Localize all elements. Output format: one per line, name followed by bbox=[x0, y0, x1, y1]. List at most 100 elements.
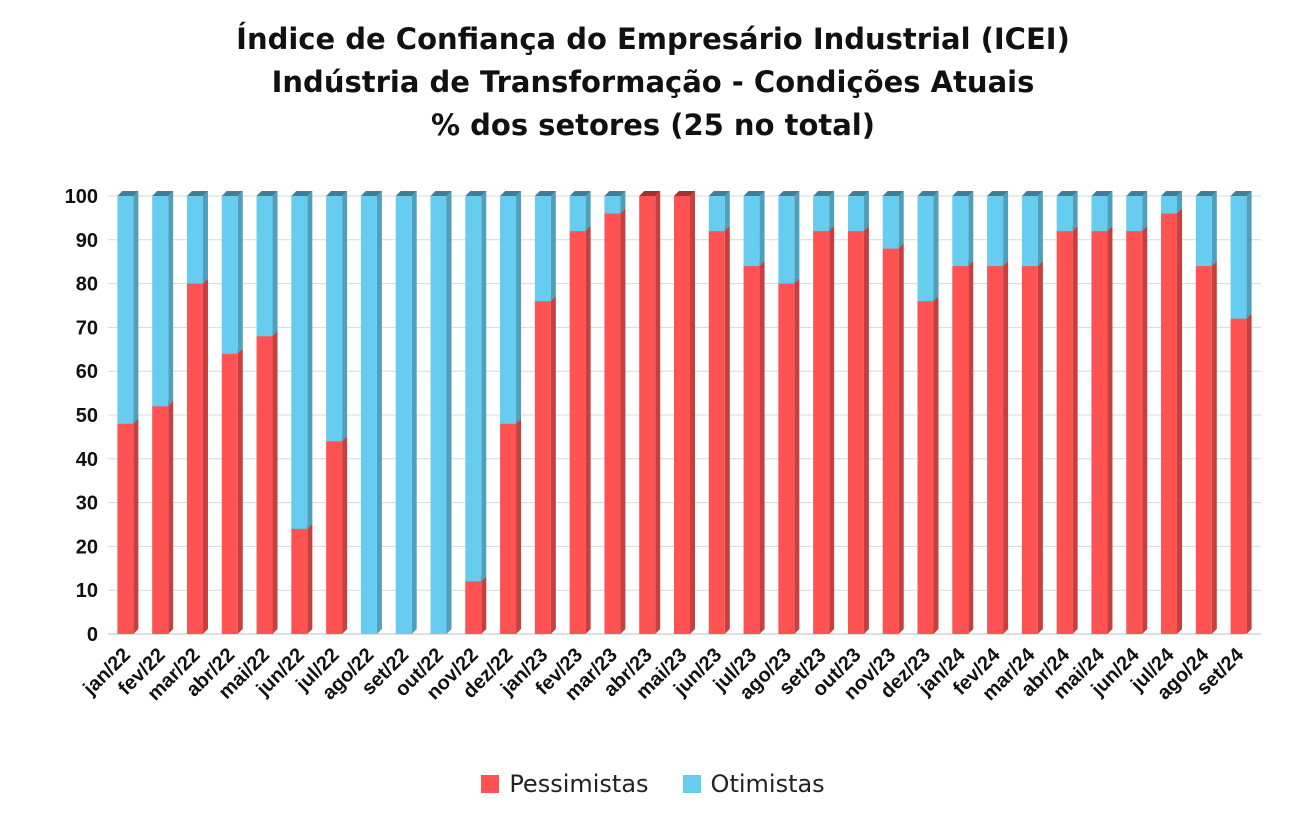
chart-title-line-1: Índice de Confiança do Empresário Indust… bbox=[236, 22, 1070, 56]
bar-pessimistas-21 bbox=[847, 231, 864, 635]
y-tick-label-70: 70 bbox=[76, 317, 98, 339]
bar-top-otimistas-31 bbox=[1195, 191, 1217, 196]
bar-pessimistas-3 bbox=[221, 353, 238, 634]
bar-pessimistas-16 bbox=[674, 196, 690, 634]
bar-top-otimistas-27 bbox=[1056, 191, 1078, 196]
y-tick-label-20: 20 bbox=[76, 536, 98, 558]
bar-otimistas-0 bbox=[117, 196, 134, 424]
bar-side-pessimistas-29 bbox=[1142, 226, 1148, 635]
bar-side-pessimistas-10 bbox=[481, 576, 487, 634]
bar-top-otimistas-23 bbox=[917, 191, 939, 196]
legend-label-pessimistas: Pessimistas bbox=[509, 770, 649, 798]
bar-side-pessimistas-21 bbox=[863, 226, 869, 635]
bar-otimistas-18 bbox=[743, 196, 760, 267]
bar-otimistas-11 bbox=[500, 196, 517, 424]
bar-side-otimistas-13 bbox=[585, 191, 591, 232]
bar-top-otimistas-22 bbox=[882, 191, 904, 196]
bar-top-otimistas-2 bbox=[186, 191, 208, 196]
bar-side-pessimistas-12 bbox=[550, 296, 556, 634]
bar-side-otimistas-20 bbox=[829, 191, 835, 232]
bar-side-otimistas-5 bbox=[307, 191, 313, 529]
bar-top-pessimistas-15 bbox=[639, 191, 661, 196]
bar-pessimistas-1 bbox=[152, 406, 169, 634]
bar-side-otimistas-31 bbox=[1211, 191, 1217, 267]
bar-side-otimistas-11 bbox=[516, 191, 522, 424]
legend-item-otimistas: Otimistas bbox=[682, 770, 825, 798]
bar-pessimistas-28 bbox=[1091, 231, 1108, 635]
bar-otimistas-9 bbox=[430, 196, 447, 634]
bar-side-otimistas-14 bbox=[620, 191, 626, 214]
legend: Pessimistas Otimistas bbox=[0, 770, 1306, 798]
bar-otimistas-22 bbox=[882, 196, 899, 249]
bar-top-otimistas-13 bbox=[569, 191, 591, 196]
chart-title-line-2: Indústria de Transformação - Condições A… bbox=[271, 65, 1035, 99]
bar-side-otimistas-25 bbox=[1003, 191, 1009, 267]
bar-otimistas-8 bbox=[395, 196, 412, 634]
bar-top-otimistas-10 bbox=[465, 191, 487, 196]
bar-otimistas-19 bbox=[778, 196, 795, 284]
bar-pessimistas-2 bbox=[186, 283, 203, 634]
y-tick-label-50: 50 bbox=[76, 405, 98, 427]
bar-pessimistas-22 bbox=[882, 248, 899, 634]
bar-pessimistas-12 bbox=[534, 301, 551, 634]
bar-otimistas-25 bbox=[987, 196, 1004, 267]
bar-pessimistas-0 bbox=[117, 423, 134, 634]
bar-otimistas-1 bbox=[152, 196, 169, 407]
bar-pessimistas-10 bbox=[465, 581, 482, 634]
bar-otimistas-20 bbox=[813, 196, 830, 232]
bar-side-otimistas-23 bbox=[933, 191, 939, 302]
bar-side-pessimistas-22 bbox=[898, 243, 904, 634]
y-tick-label-100: 100 bbox=[65, 186, 98, 208]
bar-pessimistas-5 bbox=[291, 528, 308, 634]
bar-otimistas-13 bbox=[569, 196, 586, 232]
bar-otimistas-2 bbox=[186, 196, 203, 284]
bar-top-pessimistas-16 bbox=[674, 191, 695, 196]
bar-side-otimistas-9 bbox=[446, 191, 452, 634]
bar-top-otimistas-24 bbox=[952, 191, 974, 196]
bar-side-pessimistas-23 bbox=[933, 296, 939, 634]
y-tick-label-30: 30 bbox=[76, 493, 98, 515]
bar-top-otimistas-4 bbox=[256, 191, 278, 196]
legend-item-pessimistas: Pessimistas bbox=[481, 770, 649, 798]
bar-pessimistas-32 bbox=[1230, 318, 1247, 634]
bar-otimistas-29 bbox=[1126, 196, 1143, 232]
bar-otimistas-32 bbox=[1230, 196, 1247, 319]
bar-side-otimistas-12 bbox=[550, 191, 556, 302]
bar-pessimistas-14 bbox=[604, 213, 621, 634]
chart-title-line-3: % dos setores (25 no total) bbox=[430, 108, 876, 142]
bar-side-pessimistas-17 bbox=[724, 226, 730, 635]
bar-otimistas-12 bbox=[534, 196, 551, 302]
bar-side-pessimistas-14 bbox=[620, 208, 626, 634]
bar-side-pessimistas-15 bbox=[655, 191, 661, 634]
bar-top-otimistas-1 bbox=[152, 191, 174, 196]
bar-otimistas-10 bbox=[465, 196, 482, 582]
bar-side-pessimistas-27 bbox=[1072, 226, 1078, 635]
bar-top-otimistas-6 bbox=[326, 191, 348, 196]
bar-top-otimistas-11 bbox=[500, 191, 522, 196]
bar-pessimistas-11 bbox=[500, 423, 517, 634]
bar-side-otimistas-4 bbox=[272, 191, 278, 337]
bar-top-otimistas-17 bbox=[708, 191, 730, 196]
bar-pessimistas-27 bbox=[1056, 231, 1073, 635]
bar-side-otimistas-1 bbox=[168, 191, 174, 407]
bar-otimistas-6 bbox=[326, 196, 343, 442]
legend-swatch-pessimistas bbox=[481, 775, 500, 793]
bar-side-pessimistas-2 bbox=[202, 278, 208, 634]
bar-side-otimistas-0 bbox=[133, 191, 139, 424]
bar-side-pessimistas-31 bbox=[1211, 261, 1217, 634]
bar-top-otimistas-12 bbox=[534, 191, 556, 196]
bar-side-otimistas-3 bbox=[237, 191, 243, 354]
bar-side-otimistas-17 bbox=[724, 191, 730, 232]
bar-pessimistas-18 bbox=[743, 266, 760, 634]
bar-side-pessimistas-11 bbox=[516, 418, 522, 634]
bar-side-otimistas-6 bbox=[342, 191, 348, 442]
y-tick-label-90: 90 bbox=[76, 230, 98, 252]
bar-side-otimistas-7 bbox=[376, 191, 382, 634]
bar-side-otimistas-10 bbox=[481, 191, 487, 582]
bar-top-otimistas-14 bbox=[604, 191, 626, 196]
bar-side-pessimistas-26 bbox=[1037, 261, 1043, 634]
bar-otimistas-28 bbox=[1091, 196, 1108, 232]
bar-side-pessimistas-28 bbox=[1107, 226, 1113, 635]
bar-otimistas-5 bbox=[291, 196, 308, 529]
bar-side-otimistas-18 bbox=[759, 191, 765, 267]
